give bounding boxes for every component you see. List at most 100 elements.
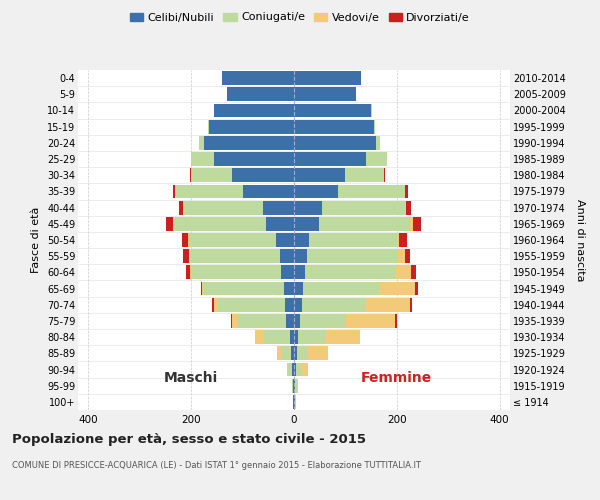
Bar: [191, 152, 214, 166]
Bar: [294, 88, 356, 101]
Bar: [302, 298, 366, 312]
Bar: [319, 217, 410, 230]
Bar: [395, 266, 411, 280]
Bar: [294, 217, 319, 230]
Bar: [190, 168, 191, 182]
Bar: [292, 346, 294, 360]
Bar: [294, 330, 298, 344]
Bar: [204, 282, 284, 296]
Bar: [404, 250, 410, 263]
Bar: [284, 282, 294, 296]
Bar: [214, 104, 294, 118]
Bar: [166, 217, 173, 230]
Bar: [190, 250, 280, 263]
Bar: [404, 200, 406, 214]
Bar: [218, 298, 285, 312]
Bar: [305, 266, 395, 280]
Bar: [413, 217, 421, 230]
Bar: [322, 200, 404, 214]
Bar: [346, 314, 395, 328]
Bar: [307, 250, 397, 263]
Bar: [263, 200, 294, 214]
Bar: [296, 362, 301, 376]
Bar: [285, 298, 294, 312]
Bar: [308, 346, 328, 360]
Bar: [294, 379, 295, 392]
Text: Maschi: Maschi: [164, 372, 218, 386]
Bar: [296, 346, 308, 360]
Text: Femmine: Femmine: [361, 372, 433, 386]
Bar: [415, 282, 418, 296]
Bar: [186, 266, 190, 280]
Bar: [294, 120, 374, 134]
Bar: [209, 120, 294, 134]
Bar: [346, 168, 384, 182]
Bar: [296, 379, 298, 392]
Bar: [400, 233, 407, 247]
Bar: [379, 282, 415, 296]
Bar: [294, 104, 371, 118]
Bar: [231, 314, 232, 328]
Bar: [232, 168, 294, 182]
Bar: [191, 266, 281, 280]
Bar: [208, 120, 209, 134]
Bar: [294, 298, 302, 312]
Bar: [173, 217, 266, 230]
Bar: [281, 266, 294, 280]
Bar: [303, 282, 379, 296]
Bar: [214, 298, 218, 312]
Bar: [294, 233, 310, 247]
Bar: [294, 184, 338, 198]
Bar: [294, 250, 307, 263]
Bar: [294, 314, 300, 328]
Bar: [280, 250, 294, 263]
Bar: [184, 250, 188, 263]
Bar: [294, 200, 322, 214]
Bar: [286, 314, 294, 328]
Bar: [188, 233, 276, 247]
Bar: [294, 71, 361, 85]
Bar: [292, 362, 294, 376]
Bar: [406, 200, 411, 214]
Bar: [310, 233, 397, 247]
Text: COMUNE DI PRESICCE-ACQUARICA (LE) - Dati ISTAT 1° gennaio 2015 - Elaborazione TU: COMUNE DI PRESICCE-ACQUARICA (LE) - Dati…: [12, 460, 421, 469]
Bar: [266, 217, 294, 230]
Bar: [214, 152, 294, 166]
Bar: [397, 233, 400, 247]
Bar: [182, 233, 188, 247]
Bar: [289, 362, 292, 376]
Bar: [199, 136, 204, 149]
Legend: Celibi/Nubili, Coniugati/e, Vedovi/e, Divorziati/e: Celibi/Nubili, Coniugati/e, Vedovi/e, Di…: [125, 8, 475, 27]
Bar: [411, 266, 416, 280]
Bar: [276, 233, 294, 247]
Bar: [292, 379, 293, 392]
Bar: [204, 136, 294, 149]
Bar: [290, 330, 294, 344]
Bar: [188, 250, 190, 263]
Bar: [202, 282, 204, 296]
Bar: [295, 379, 296, 392]
Bar: [294, 266, 305, 280]
Bar: [326, 330, 360, 344]
Y-axis label: Anni di nascita: Anni di nascita: [575, 198, 585, 281]
Bar: [405, 184, 407, 198]
Bar: [298, 330, 326, 344]
Bar: [294, 282, 303, 296]
Bar: [222, 71, 294, 85]
Bar: [287, 362, 289, 376]
Bar: [173, 184, 175, 198]
Bar: [300, 314, 346, 328]
Bar: [201, 282, 202, 296]
Bar: [242, 184, 294, 198]
Bar: [184, 200, 263, 214]
Bar: [294, 168, 346, 182]
Y-axis label: Fasce di età: Fasce di età: [31, 207, 41, 273]
Bar: [384, 168, 385, 182]
Bar: [190, 266, 191, 280]
Bar: [212, 298, 214, 312]
Bar: [294, 346, 296, 360]
Bar: [264, 330, 290, 344]
Bar: [277, 346, 281, 360]
Bar: [281, 346, 292, 360]
Bar: [395, 314, 397, 328]
